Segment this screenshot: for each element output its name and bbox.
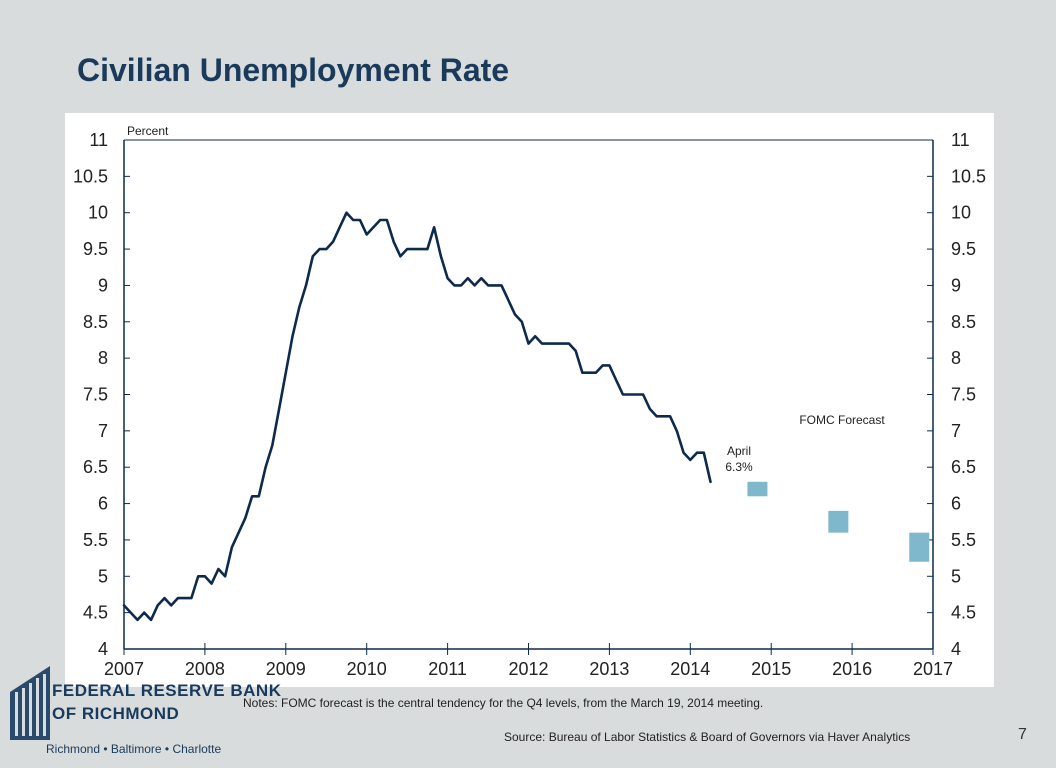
forecast-box: [828, 510, 849, 533]
y-tick-label-right: 5.5: [951, 530, 976, 550]
y-tick-label-left: 4.5: [83, 603, 108, 623]
unemployment-series-line: [122, 211, 712, 622]
logo-line-2: OF RICHMOND: [52, 704, 180, 723]
slide-title: Civilian Unemployment Rate: [77, 52, 510, 88]
building-icon: [10, 666, 50, 740]
page-number: 7: [1018, 726, 1027, 743]
unemployment-chart: 4 4.5 5 5.5 6 6.5 7 7.5 8 8.5 9 9.5 10 10.5 11 4 4.5 5 5.…: [73, 124, 986, 679]
y-tick-label-right: 8: [951, 348, 961, 368]
y-tick-label-right: 9.5: [951, 239, 976, 259]
y-tick-label-right: 4: [951, 639, 961, 659]
y-axis-label: Percent: [127, 124, 169, 138]
forecast-label: FOMC Forecast: [799, 413, 885, 427]
y-tick-label-right: 10: [951, 203, 971, 223]
y-tick-label-left: 5: [98, 566, 108, 586]
y-tick-label-right: 7: [951, 421, 961, 441]
x-tick-label: 2016: [832, 659, 872, 679]
logo-line-1: FEDERAL RESERVE BANK: [52, 681, 282, 700]
y-tick-label-right: 10.5: [951, 166, 986, 186]
y-tick-label-right: 9: [951, 275, 961, 295]
chart-notes: Notes: FOMC forecast is the central tend…: [243, 696, 764, 710]
x-tick-label: 2007: [104, 659, 144, 679]
chart-panel: 4 4.5 5 5.5 6 6.5 7 7.5 8 8.5 9 9.5 10 10.5 11 4 4.5 5 5.…: [65, 113, 994, 687]
y-tick-label-left: 6.5: [83, 457, 108, 477]
x-tick-label: 2009: [266, 659, 306, 679]
y-tick-label-left: 8.5: [83, 312, 108, 332]
x-tick-label: 2013: [589, 659, 629, 679]
y-tick-label-right: 6.5: [951, 457, 976, 477]
y-tick-label-left: 11: [89, 130, 108, 150]
y-tick-label-left: 10: [88, 203, 108, 223]
fed-richmond-logo: FEDERAL RESERVE BANK OF RICHMOND Richmon…: [10, 664, 281, 764]
x-tick-label: 2011: [428, 659, 467, 679]
y-tick-label-left: 8: [98, 348, 108, 368]
y-tick-label-left: 10.5: [73, 166, 108, 186]
x-tick-label: 2012: [508, 659, 548, 679]
y-tick-label-left: 7: [98, 421, 108, 441]
y-tick-label-right: 11: [951, 130, 970, 150]
latest-month-label: April: [727, 444, 751, 458]
y-tick-label-left: 9.5: [83, 239, 108, 259]
logo-cities: Richmond • Baltimore • Charlotte: [46, 742, 222, 756]
x-tick-label: 2017: [913, 659, 953, 679]
x-tick-label: 2014: [670, 659, 710, 679]
latest-value-label: 6.3%: [725, 460, 753, 474]
y-tick-label-left: 4: [98, 639, 108, 659]
y-tick-label-right: 6: [951, 494, 961, 514]
x-tick-label: 2010: [347, 659, 387, 679]
y-tick-label-left: 6: [98, 494, 108, 514]
forecast-box: [909, 532, 930, 562]
forecast-box: [747, 481, 768, 497]
y-tick-label-right: 5: [951, 566, 961, 586]
y-tick-label-left: 7.5: [83, 385, 108, 405]
y-tick-label-right: 8.5: [951, 312, 976, 332]
chart-source: Source: Bureau of Labor Statistics & Boa…: [504, 730, 911, 744]
y-tick-label-right: 4.5: [951, 603, 976, 623]
x-tick-label: 2008: [185, 659, 225, 679]
y-tick-label-right: 7.5: [951, 385, 976, 405]
x-tick-label: 2015: [751, 659, 791, 679]
y-tick-label-left: 9: [98, 275, 108, 295]
y-tick-label-left: 5.5: [83, 530, 108, 550]
